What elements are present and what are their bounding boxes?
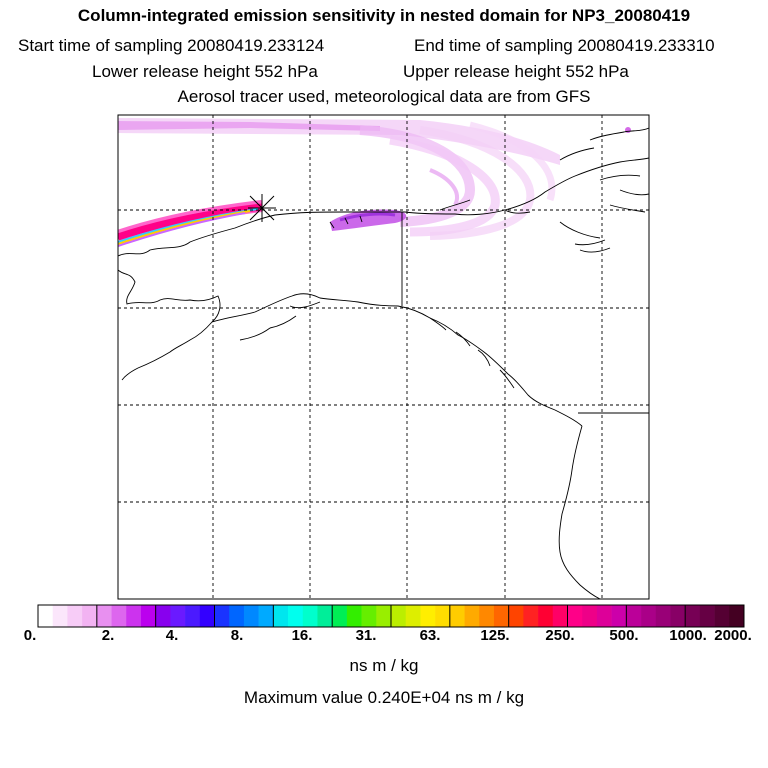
colorbar-tick-11: 2000. xyxy=(714,627,752,644)
colorbar-cell xyxy=(288,605,304,627)
colorbar-cell xyxy=(258,605,274,627)
colorbar-cell xyxy=(699,605,715,627)
colorbar-unit-label: ns m / kg xyxy=(349,656,419,675)
colorbar-cell xyxy=(302,605,318,627)
colorbar-cell xyxy=(552,605,568,627)
colorbar-cell xyxy=(405,605,421,627)
chart-title: Column-integrated emission sensitivity i… xyxy=(77,6,691,25)
colorbar-cell xyxy=(140,605,156,627)
sensitivity-field xyxy=(118,118,631,247)
colorbar-cell xyxy=(346,605,362,627)
start-time-label: Start time of sampling 20080419.233124 xyxy=(18,36,325,55)
colorbar-cell xyxy=(82,605,98,627)
colorbar-tick-7: 125. xyxy=(480,627,510,644)
colorbar-tick-4: 16. xyxy=(291,627,313,644)
maximum-value-label: Maximum value 0.240E+04 ns m / kg xyxy=(243,688,525,707)
colorbar-cell xyxy=(655,605,671,627)
colorbar-cell xyxy=(508,605,524,627)
tracer-info-label: Aerosol tracer used, meteorological data… xyxy=(177,87,591,106)
colorbar-cell xyxy=(38,605,54,627)
colorbar-cell xyxy=(626,605,642,627)
release-point-marker xyxy=(248,194,276,222)
colorbar-tick-3: 8. xyxy=(230,627,244,644)
colorbar-cell xyxy=(449,605,465,627)
map-frame xyxy=(117,114,650,600)
upper-release-height-label: Upper release height 552 hPa xyxy=(403,62,629,81)
colorbar-cell xyxy=(67,605,83,627)
colorbar-cell xyxy=(670,605,686,627)
colorbar-cell xyxy=(729,605,745,627)
colorbar-cell xyxy=(493,605,509,627)
graticule xyxy=(118,115,649,599)
colorbar-cell xyxy=(685,605,701,627)
colorbar-cell xyxy=(714,605,730,627)
colorbar-tick-10: 1000. xyxy=(669,627,707,644)
colorbar-cell xyxy=(420,605,436,627)
colorbar-tick-0: 0. xyxy=(23,627,37,644)
colorbar-cell xyxy=(170,605,186,627)
colorbar-tick-2: 4. xyxy=(165,627,179,644)
colorbar-cell xyxy=(596,605,612,627)
colorbar-tick-8: 250. xyxy=(545,627,575,644)
colorbar-cell xyxy=(111,605,127,627)
colorbar-cell xyxy=(155,605,171,627)
colorbar-tick-1: 2. xyxy=(101,627,115,644)
colorbar-frame xyxy=(37,604,745,628)
colorbar-tick-6: 63. xyxy=(419,627,441,644)
colorbar-cell xyxy=(611,605,627,627)
colorbar-cell xyxy=(464,605,480,627)
colorbar-cell xyxy=(185,605,201,627)
colorbar-cell xyxy=(229,605,245,627)
colorbar-cell xyxy=(214,605,230,627)
colorbar-cell xyxy=(96,605,112,627)
colorbar-cell xyxy=(641,605,657,627)
end-time-label: End time of sampling 20080419.233310 xyxy=(414,36,715,55)
coastlines xyxy=(118,127,649,599)
colorbar-cell xyxy=(376,605,392,627)
colorbar-tick-9: 500. xyxy=(609,627,639,644)
colorbar-cell xyxy=(567,605,583,627)
colorbar-cell xyxy=(538,605,554,627)
colorbar-cell xyxy=(317,605,333,627)
colorbar-cell xyxy=(582,605,598,627)
colorbar-cell xyxy=(479,605,495,627)
map-background xyxy=(118,115,649,599)
colorbar-cell xyxy=(199,605,215,627)
colorbar-cell xyxy=(332,605,348,627)
colorbar-tick-5: 31. xyxy=(355,627,377,644)
colorbar-cell xyxy=(391,605,407,627)
colorbar-cell xyxy=(273,605,289,627)
colorbar-cell xyxy=(435,605,451,627)
colorbar-cell xyxy=(126,605,142,627)
colorbar-cell xyxy=(52,605,68,627)
colorbar-cell xyxy=(243,605,259,627)
political-borders xyxy=(401,212,649,414)
colorbar-cell xyxy=(523,605,539,627)
colorbar-cell xyxy=(361,605,377,627)
lower-release-height-label: Lower release height 552 hPa xyxy=(92,62,318,81)
